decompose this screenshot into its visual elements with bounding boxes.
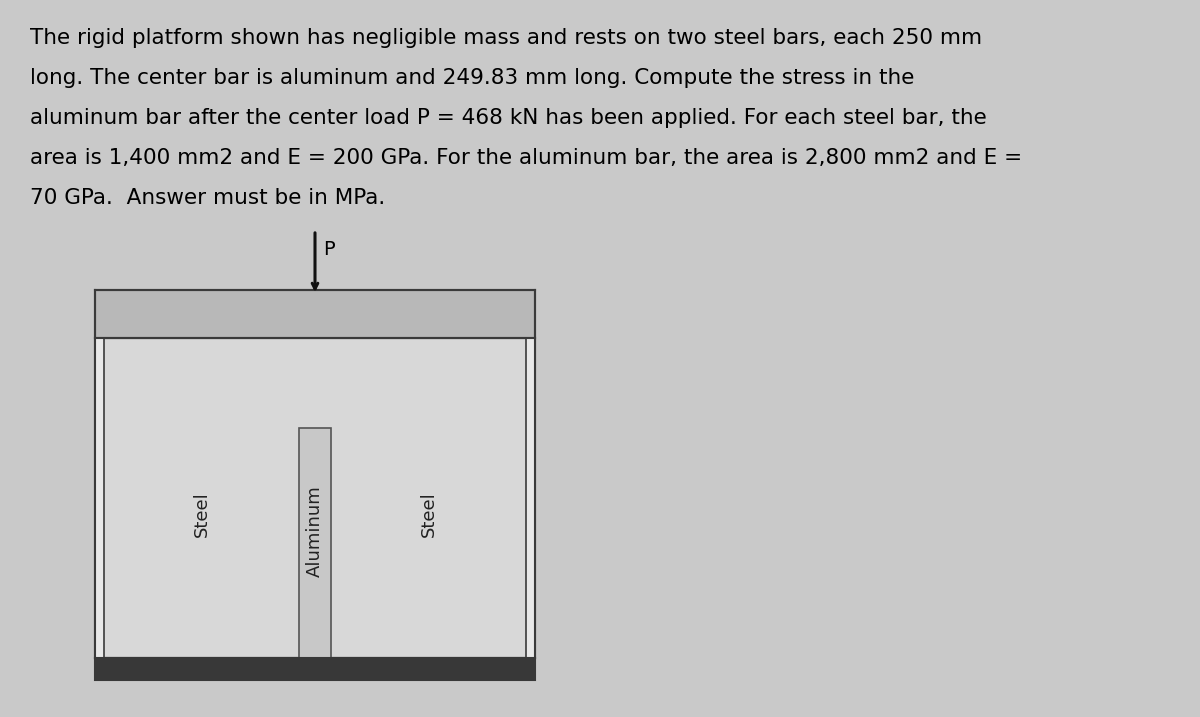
Bar <box>95 290 535 338</box>
Bar <box>526 338 535 658</box>
Bar <box>95 338 535 658</box>
Text: long. The center bar is aluminum and 249.83 mm long. Compute the stress in the: long. The center bar is aluminum and 249… <box>30 68 914 88</box>
Text: Aluminum: Aluminum <box>306 485 324 577</box>
Bar <box>95 658 535 680</box>
Bar <box>95 338 104 658</box>
Text: The rigid platform shown has negligible mass and rests on two steel bars, each 2: The rigid platform shown has negligible … <box>30 28 982 48</box>
Bar <box>299 427 331 658</box>
Text: area is 1,400 mm2 and E = 200 GPa. For the aluminum bar, the area is 2,800 mm2 a: area is 1,400 mm2 and E = 200 GPa. For t… <box>30 148 1022 168</box>
Text: 70 GPa.  Answer must be in MPa.: 70 GPa. Answer must be in MPa. <box>30 188 385 208</box>
Text: P: P <box>323 240 335 259</box>
Text: aluminum bar after the center load P = 468 kN has been applied. For each steel b: aluminum bar after the center load P = 4… <box>30 108 986 128</box>
Text: Steel: Steel <box>420 491 438 537</box>
Text: Steel: Steel <box>192 491 210 537</box>
